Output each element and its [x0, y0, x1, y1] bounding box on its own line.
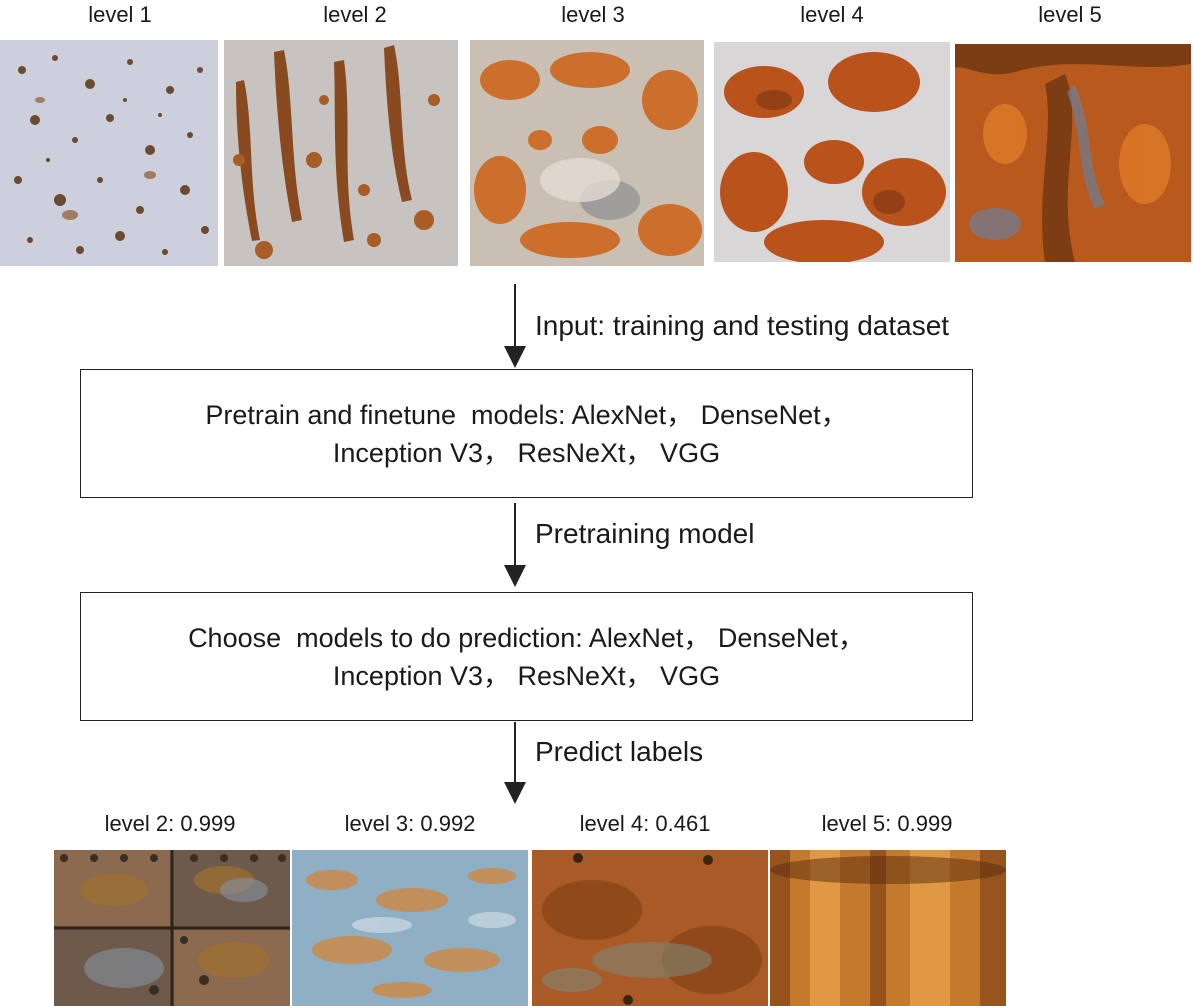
corrosion-image-level-4 — [714, 42, 950, 262]
arrow-down-icon — [504, 722, 526, 804]
input-step-label: Input: training and testing dataset — [535, 310, 950, 341]
predict-step-label: Predict labels — [535, 736, 704, 767]
predicted-image-level-3 — [292, 850, 528, 1006]
pretrain-box: Pretrain and finetune models: AlexNet， D… — [80, 369, 973, 498]
predicted-image-level-4 — [532, 850, 768, 1006]
pretrain-box-line-2: Inception V3， ResNeXt， VGG — [332, 437, 721, 468]
pretrain-box-line-1: Pretrain and finetune models: AlexNet， D… — [205, 399, 848, 430]
input-level-label: level 4 — [800, 2, 864, 27]
predicted-image-level-5 — [770, 850, 1006, 1006]
prediction-label: level 2: 0.999 — [104, 811, 236, 836]
prediction-box: Choose models to do prediction: AlexNet，… — [80, 592, 973, 721]
prediction-label: level 3: 0.992 — [344, 811, 476, 836]
corrosion-image-level-5 — [955, 44, 1191, 262]
input-level-label: level 1 — [88, 2, 152, 27]
predicted-image-level-2 — [54, 850, 290, 1006]
prediction-label: level 4: 0.461 — [579, 811, 711, 836]
arrow-down-icon — [504, 503, 526, 587]
pretraining-step-label: Pretraining model — [535, 518, 755, 549]
prediction-label: level 5: 0.999 — [821, 811, 953, 836]
input-level-label: level 3 — [561, 2, 625, 27]
prediction-box-line-2: Inception V3， ResNeXt， VGG — [332, 660, 721, 691]
input-level-label: level 2 — [323, 2, 387, 27]
corrosion-image-level-1 — [0, 40, 218, 266]
prediction-box-line-1: Choose models to do prediction: AlexNet，… — [188, 622, 865, 653]
corrosion-image-level-3 — [470, 40, 704, 266]
corrosion-image-level-2 — [224, 40, 458, 266]
input-level-label: level 5 — [1038, 2, 1102, 27]
arrow-down-icon — [504, 284, 526, 368]
